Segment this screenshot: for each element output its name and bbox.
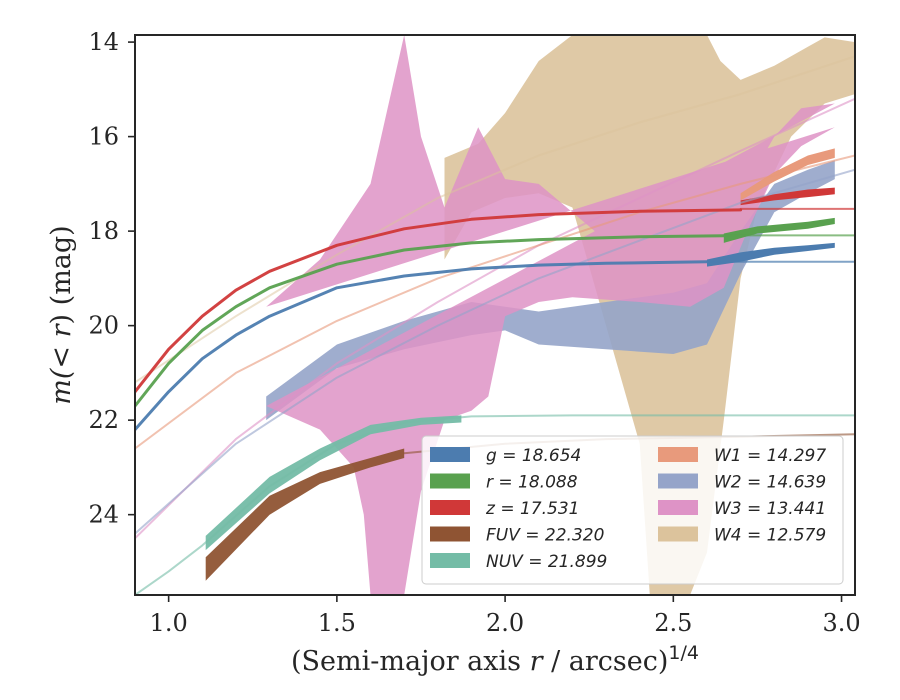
x-tick-label: 1.0 bbox=[150, 609, 188, 637]
band-r bbox=[723, 217, 835, 243]
band-w2 bbox=[266, 160, 835, 421]
curve-w4 bbox=[135, 55, 855, 384]
y-tick-label: 22 bbox=[88, 406, 119, 434]
legend-label: W1 = 14.297 bbox=[714, 446, 826, 466]
legend-swatch-r bbox=[430, 473, 470, 489]
curve-w3 bbox=[135, 97, 855, 540]
x-tick-label: 3.0 bbox=[822, 609, 860, 637]
x-axis: 1.0 1.5 2.0 2.5 3.0 bbox=[150, 595, 861, 637]
legend-swatch-fuv bbox=[430, 526, 470, 542]
curve-g bbox=[135, 260, 709, 432]
band-nuv bbox=[205, 415, 462, 551]
band-z bbox=[740, 187, 835, 206]
curve-z bbox=[135, 208, 743, 394]
legend-swatch-nuv bbox=[430, 553, 470, 568]
curve-w1 bbox=[135, 154, 855, 450]
band-w3 bbox=[266, 35, 835, 595]
band-fuv bbox=[205, 448, 405, 581]
y-axis-label: m(< r) (mag) bbox=[46, 225, 77, 404]
plot-frame bbox=[134, 34, 856, 596]
curve-r bbox=[135, 234, 726, 408]
legend-box bbox=[421, 435, 844, 585]
y-tick-label: 14 bbox=[88, 28, 119, 56]
band-w1 bbox=[740, 148, 835, 201]
y-axis: 14 16 18 20 22 24 bbox=[88, 28, 135, 529]
bands-layer bbox=[205, 35, 855, 595]
legend-swatch-g bbox=[430, 447, 470, 462]
y-tick-label: 18 bbox=[88, 217, 119, 245]
x-tick-label: 2.5 bbox=[654, 609, 692, 637]
legend-label: g = 18.654 bbox=[486, 446, 581, 466]
legend-swatch-w2 bbox=[658, 473, 698, 489]
legend-swatch-z bbox=[430, 500, 470, 515]
legend-swatch-w1 bbox=[658, 447, 698, 462]
legend-label: NUV = 21.899 bbox=[486, 552, 607, 572]
legend-label: W4 = 12.579 bbox=[714, 526, 826, 546]
curves-layer bbox=[135, 55, 855, 595]
y-tick-label: 24 bbox=[88, 501, 119, 529]
legend: g = 18.654 r = 18.088 z = 17.531 FUV = 22.3… bbox=[421, 435, 844, 585]
legend-label: r = 18.088 bbox=[486, 473, 578, 493]
y-tick-label: 16 bbox=[88, 123, 119, 151]
legend-label: FUV = 22.320 bbox=[486, 526, 604, 546]
x-tick-label: 2.0 bbox=[486, 609, 524, 637]
band-g bbox=[707, 242, 835, 267]
legend-label: W2 = 14.639 bbox=[714, 473, 826, 493]
legend-swatch-w4 bbox=[658, 526, 698, 542]
legend-label: z = 17.531 bbox=[485, 499, 579, 519]
y-tick-label: 20 bbox=[88, 312, 119, 340]
legend-label: W3 = 13.441 bbox=[714, 499, 826, 519]
x-tick-label: 1.5 bbox=[318, 609, 356, 637]
curve-nuv bbox=[135, 414, 855, 595]
legend-swatch-w3 bbox=[658, 500, 698, 515]
x-axis-label: (Semi-major axis r / arcsec)1/4 bbox=[291, 642, 699, 677]
